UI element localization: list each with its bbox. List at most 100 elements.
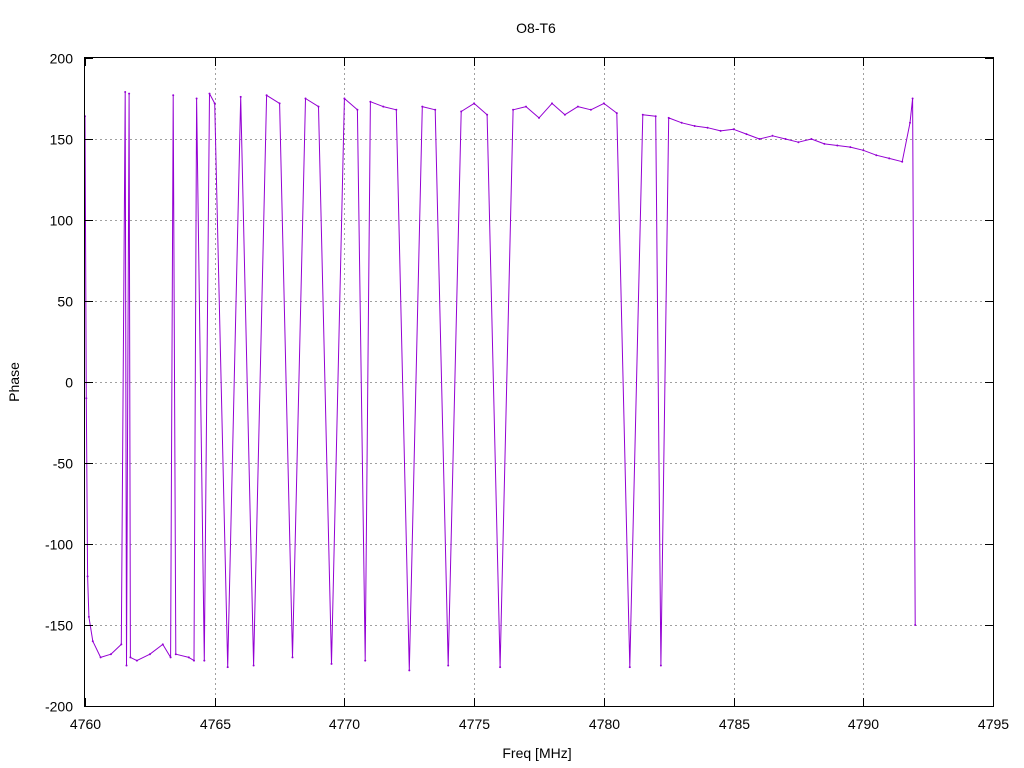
data-point <box>169 656 172 659</box>
x-tick-label: 4775 <box>459 716 490 732</box>
data-point <box>85 397 88 400</box>
data-point <box>888 157 891 160</box>
data-point <box>291 656 294 659</box>
data-point <box>911 97 914 100</box>
data-point <box>172 94 175 97</box>
data-point <box>615 112 618 115</box>
data-point <box>239 95 242 98</box>
y-tick-label: 200 <box>50 51 74 67</box>
data-point <box>693 125 696 127</box>
data-point <box>473 102 476 105</box>
plot-frame <box>84 57 994 707</box>
data-point <box>129 656 132 659</box>
data-point <box>86 575 89 578</box>
y-tick-label: 150 <box>50 132 74 148</box>
data-point <box>208 92 211 95</box>
y-tick-label: -200 <box>45 699 73 715</box>
data-point <box>576 105 579 108</box>
data-point <box>109 653 112 656</box>
data-point <box>434 108 437 111</box>
y-tick-label: 0 <box>65 375 73 391</box>
x-tick-label: 4790 <box>848 716 879 732</box>
data-point <box>836 144 839 147</box>
grid <box>85 58 993 706</box>
x-tick-label: 4765 <box>200 716 231 732</box>
y-tick-label: 100 <box>50 213 74 229</box>
x-tick-label: 4785 <box>719 716 750 732</box>
data-point <box>330 662 333 665</box>
data-point <box>538 116 540 119</box>
data-point <box>862 149 865 152</box>
data-point <box>486 113 489 116</box>
data-point <box>317 105 320 108</box>
x-tick-labels: 4760 4765 4770 4775 4780 4785 4790 4795 <box>70 716 1009 732</box>
y-tick-label: 50 <box>57 294 73 310</box>
series-line <box>84 91 916 671</box>
data-point <box>447 664 450 667</box>
data-point <box>369 100 372 103</box>
data-point <box>659 664 662 667</box>
data-point <box>914 624 917 626</box>
data-point <box>174 653 177 656</box>
data-point <box>909 121 911 124</box>
data-point <box>135 659 138 662</box>
x-tick-label: 4770 <box>329 716 360 732</box>
data-point <box>460 110 463 113</box>
data-point <box>343 97 346 100</box>
data-point <box>667 116 670 119</box>
data-point <box>91 640 94 643</box>
data-point <box>193 659 195 662</box>
data-point <box>124 91 127 93</box>
data-point <box>784 138 787 140</box>
tick-marks <box>85 58 994 707</box>
x-axis-title: Freq [MHz] <box>502 745 571 761</box>
data-point <box>252 664 255 667</box>
data-point <box>356 108 359 111</box>
data-point <box>654 115 657 118</box>
data-point <box>771 134 774 137</box>
data-point <box>499 666 502 669</box>
data-point <box>382 105 385 108</box>
data-point <box>525 105 527 108</box>
data-point <box>304 97 307 100</box>
data-point <box>758 138 761 140</box>
data-point <box>395 108 398 111</box>
data-point <box>823 142 826 145</box>
data-point <box>628 666 631 669</box>
data-point <box>128 92 131 95</box>
data-point <box>732 128 735 131</box>
data-point <box>602 102 605 105</box>
data-point <box>719 129 722 132</box>
data-point <box>589 108 592 111</box>
data-point <box>87 615 90 618</box>
data-point <box>364 659 367 662</box>
data-point <box>120 643 123 646</box>
data-point <box>875 154 878 157</box>
data-point <box>226 666 229 669</box>
data-point <box>901 160 904 163</box>
data-point <box>187 656 190 659</box>
data-point <box>551 102 553 105</box>
data-point <box>641 113 644 116</box>
data-point <box>203 659 206 662</box>
chart-title: O8-T6 <box>516 20 556 36</box>
data-point <box>563 113 566 116</box>
data-point <box>706 126 709 129</box>
y-axis-title: Phase <box>6 362 22 402</box>
data-point <box>278 102 281 105</box>
data-point <box>745 133 748 136</box>
data-point <box>161 643 164 646</box>
data-point <box>512 108 515 111</box>
data-point <box>849 146 852 149</box>
data-point <box>125 664 128 667</box>
data-point <box>148 653 151 656</box>
data-point <box>195 97 198 100</box>
data-point <box>408 669 411 672</box>
data-point <box>797 141 800 144</box>
y-tick-labels: -200 -150 -100 -50 0 50 100 150 200 <box>45 51 73 715</box>
data-point <box>265 94 268 97</box>
x-tick-label: 4760 <box>70 716 101 732</box>
x-tick-label: 4780 <box>589 716 620 732</box>
y-tick-label: -100 <box>45 537 73 553</box>
